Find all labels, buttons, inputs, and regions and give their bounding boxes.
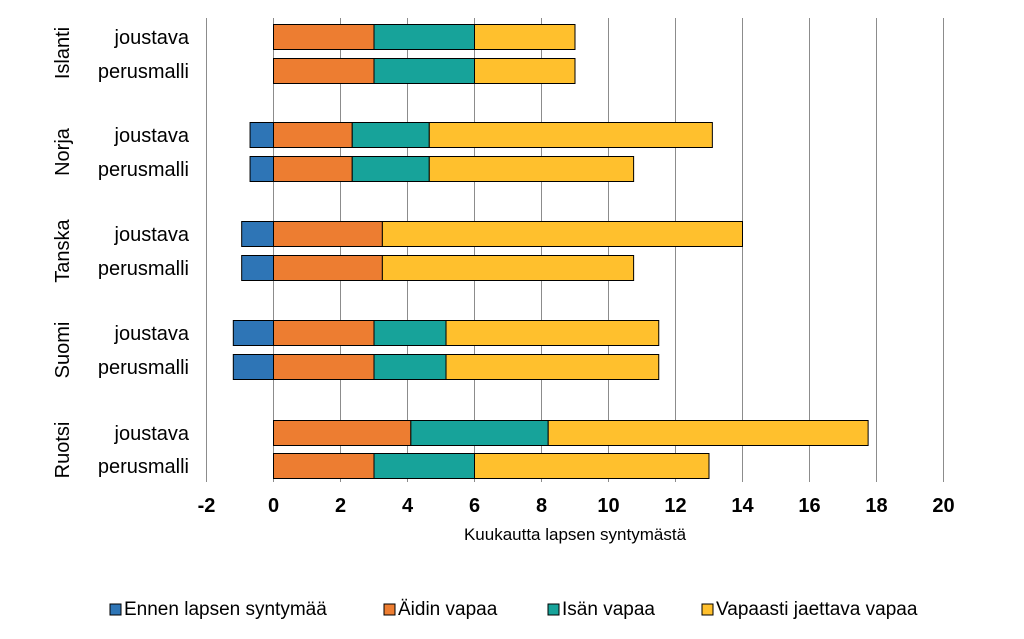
bar-segment [273,255,383,281]
group-label: Ruotsi [52,422,74,479]
bar-segment [474,24,576,50]
legend-swatch [701,603,714,616]
bar-segment [351,156,430,182]
bar-segment [445,354,660,380]
group-labels: Islanti Norja Tanska Suomi Ruotsi [52,27,74,478]
x-tick-label: 12 [664,495,686,517]
x-tick-label: 0 [268,495,279,517]
bar-segment [373,320,447,346]
bar-segment [249,122,275,148]
x-axis-label: Kuukautta lapsen syntymästä [464,525,687,544]
bar-segment [273,320,375,346]
row-label: perusmalli [98,456,189,478]
bar-segment [474,453,710,479]
bar-segment [428,122,713,148]
bar-segment [373,58,475,84]
bar-segment [273,453,375,479]
bar-segment [273,420,412,446]
bars [232,24,869,479]
row-labels: joustava perusmalli joustava perusmalli jous… [98,27,190,478]
bar-segment [273,122,353,148]
legend-label: Ennen lapsen syntymää [124,599,327,620]
row-label: joustava [114,27,190,49]
bar-segment [273,24,375,50]
bar-segment [249,156,275,182]
x-tick-label: 2 [335,495,346,517]
x-tick-label: 8 [536,495,547,517]
row-label: perusmalli [98,258,189,280]
bar-segment [381,255,635,281]
x-tick-label: 4 [402,495,414,517]
group-label: Norja [52,127,74,176]
x-tick-label: 14 [731,495,754,517]
bar-segment [373,24,475,50]
row-label: perusmalli [98,61,189,83]
group-label: Tanska [52,218,74,282]
x-tick-label: 18 [865,495,887,517]
bar-segment [547,420,869,446]
legend-swatch [109,603,122,616]
x-tick-label: 20 [932,495,954,517]
bar-segment [232,354,275,380]
group-label: Suomi [52,322,74,379]
bar-segment [381,221,743,247]
x-tick-label: -2 [198,495,216,517]
legend-swatch [547,603,560,616]
legend: Ennen lapsen syntymää Äidin vapaa Isän vap… [109,599,918,620]
x-tick-label: 10 [597,495,619,517]
legend-label: Isän vapaa [562,599,655,620]
row-label: joustava [114,323,190,345]
bar-segment [273,221,383,247]
bar-segment [445,320,660,346]
bar-segment [241,255,275,281]
bar-segment [410,420,549,446]
bar-segment [232,320,275,346]
x-tick-label: 16 [798,495,820,517]
legend-label: Vapaasti jaettava vapaa [716,599,918,620]
row-label: joustava [114,224,190,246]
gridlines [206,18,944,482]
legend-swatch [383,603,396,616]
legend-label: Äidin vapaa [398,599,498,620]
bar-segment [351,122,430,148]
bar-segment [273,58,375,84]
bar-segment [428,156,635,182]
group-label: Islanti [52,27,74,79]
bar-segment [273,354,375,380]
x-tick-labels: -2 0 2 4 6 8 10 12 14 16 18 20 [198,495,955,517]
bar-segment [241,221,275,247]
bar-segment [373,354,447,380]
bar-segment [273,156,353,182]
row-label: joustava [114,125,190,147]
row-label: perusmalli [98,357,189,379]
x-tick-label: 6 [469,495,480,517]
bar-segment [474,58,576,84]
row-label: perusmalli [98,159,189,181]
bar-segment [373,453,475,479]
row-label: joustava [114,423,190,445]
